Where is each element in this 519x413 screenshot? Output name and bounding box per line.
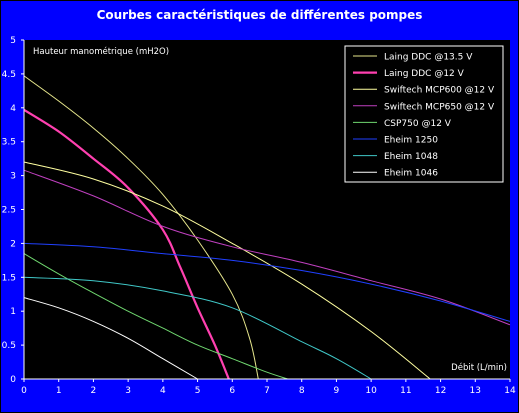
y-tick-label: 4.5: [2, 70, 16, 80]
x-tick-label: 14: [504, 386, 516, 396]
x-tick-label: 7: [264, 386, 270, 396]
legend-entry: Eheim 1048: [384, 152, 438, 162]
series-line-5: [23, 253, 288, 380]
legend-entry: Eheim 1046: [384, 169, 438, 179]
x-tick-label: 5: [195, 386, 201, 396]
chart-title: Courbes caractéristiques de différentes …: [96, 8, 423, 22]
x-axis-label: Débit (L/min): [451, 362, 507, 373]
x-tick-label: 10: [365, 386, 377, 396]
y-tick-label: 2.5: [2, 206, 16, 216]
x-tick-label: 1: [56, 386, 62, 396]
x-tick-label: 6: [229, 386, 235, 396]
legend-entry: Swiftech MCP600 @12 V: [384, 86, 495, 96]
legend-entry: Eheim 1250: [384, 136, 438, 146]
y-tick-label: 1: [10, 307, 16, 317]
y-tick-label: 0: [10, 375, 16, 385]
y-tick-label: 1.5: [2, 273, 16, 283]
legend-entry: Swiftech MCP650 @12 V: [384, 102, 495, 112]
y-tick-label: 5: [10, 36, 16, 46]
legend-entry: CSP750 @12 V: [384, 119, 452, 129]
legend-entry: Laing DDC @12 V: [384, 69, 465, 79]
legend-entry: Laing DDC @13.5 V: [384, 53, 473, 63]
axes: 0 1 2 3 4 5 6 7 8 9 10 11 12 13 1400.511.522.533.544.5…: [2, 36, 516, 396]
series-line-1: [23, 75, 259, 380]
x-tick-label: 8: [299, 386, 305, 396]
x-tick-label: 12: [435, 386, 446, 396]
series-line-4: [23, 169, 511, 326]
series-line-6: [23, 242, 511, 322]
legend-box: [344, 45, 504, 183]
x-tick-label: 4: [160, 386, 166, 396]
series-line-2: [23, 108, 230, 380]
series-lines: [23, 75, 511, 380]
y-axis-label: Hauteur manométrique (mH2O): [33, 46, 169, 57]
series-line-3: [23, 161, 431, 380]
x-tick-label: 11: [400, 386, 411, 396]
x-tick-label: 13: [470, 386, 481, 396]
series-line-7: [23, 276, 372, 380]
x-tick-label: 0: [21, 386, 27, 396]
series-line-8: [23, 297, 198, 380]
y-tick-label: 4: [10, 104, 16, 114]
x-tick-label: 2: [91, 386, 97, 396]
legend: Laing DDC @13.5 V Laing DDC @12 V Swiftech…: [344, 45, 504, 183]
x-tick-label: 3: [125, 386, 131, 396]
y-tick-label: 2: [10, 239, 16, 249]
x-tick-label: 9: [334, 386, 340, 396]
y-tick-label: 3.5: [2, 138, 16, 148]
y-tick-label: 3: [10, 172, 16, 182]
y-tick-label: 0.5: [2, 341, 16, 351]
